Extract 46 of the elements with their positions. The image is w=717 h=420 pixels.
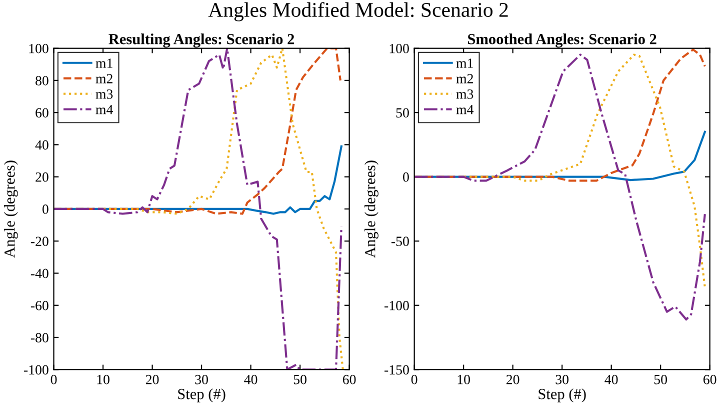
text: Angles Modified Model: Scenario 2 [208, 2, 508, 22]
x-axis-title: Step (#) [538, 388, 586, 402]
y-tick-label: 100 [390, 44, 409, 54]
legend-label: m3 [96, 89, 113, 99]
y-tick-label: -40 [30, 268, 48, 278]
x-axis-title: Step (#) [178, 388, 226, 402]
y-tick-label: 0 [403, 172, 409, 182]
y-tick-label: -100 [24, 365, 48, 375]
y-tick-label: 40 [35, 140, 48, 150]
x-tick-label: 30 [556, 374, 568, 384]
chart-title: Resulting Angles: Scenario 2 [108, 34, 294, 48]
x-tick-label: 60 [342, 374, 356, 384]
legend-label: m3 [456, 89, 474, 99]
legend-label: m1 [456, 58, 473, 68]
y-tick-label: 20 [36, 172, 48, 182]
x-tick-label: 10 [458, 374, 470, 384]
y-tick-label: -100 [384, 300, 409, 310]
x-tick-label: 0 [411, 374, 418, 384]
y-axis-title: Angle (degrees) [4, 160, 18, 258]
y-tick-label: -80 [30, 333, 48, 342]
x-tick-label: 10 [97, 374, 110, 384]
y-tick-label: 0 [42, 204, 48, 214]
y-tick-label: 50 [396, 108, 409, 118]
y-tick-label: 60 [36, 108, 48, 118]
x-tick-label: 40 [244, 374, 258, 384]
y-axis-title: Angle (degrees) [364, 160, 378, 258]
chart-title: Smoothed Angles: Scenario 2 [468, 34, 656, 48]
x-tick-label: 60 [703, 374, 716, 384]
legend-label: m4 [456, 104, 474, 114]
legend-label: m2 [96, 74, 112, 84]
x-tick-label: 50 [654, 374, 667, 384]
y-tick-label: -60 [30, 300, 48, 310]
x-tick-label: 0 [50, 374, 57, 384]
legend-label: m4 [96, 104, 113, 114]
y-tick-label: 80 [36, 76, 48, 86]
x-tick-label: 50 [294, 374, 306, 384]
x-tick-label: 30 [195, 374, 208, 384]
y-tick-label: -20 [30, 236, 48, 246]
y-tick-label: -50 [391, 236, 409, 246]
y-tick-label: -150 [384, 365, 409, 375]
legend-label: m2 [456, 74, 473, 84]
x-tick-label: 40 [604, 374, 618, 384]
x-tick-label: 20 [506, 374, 520, 384]
x-tick-label: 20 [146, 374, 159, 384]
y-tick-label: 100 [29, 44, 48, 54]
legend-label: m1 [96, 58, 112, 68]
